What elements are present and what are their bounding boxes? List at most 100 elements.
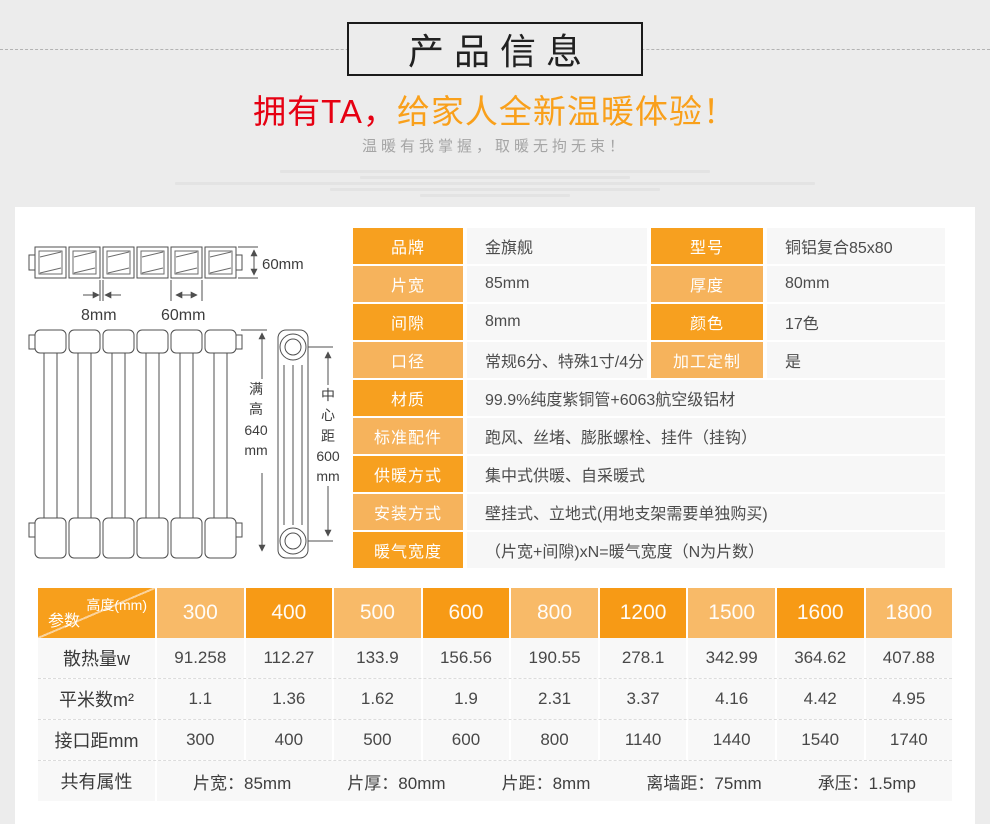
table-cell: 2.31 (511, 679, 598, 719)
spec-row: 安装方式 壁挂式、立地式(用地支架需要单独购买) (353, 494, 947, 530)
headline-subtitle: 温暖有我掌握，取暖无拘无束！ (361, 138, 628, 155)
table-row: 接口距mm 300 400 500 600 800 1140 1440 1540… (38, 720, 953, 761)
table-cell: 4.95 (865, 679, 953, 719)
height-column-header: 1200 (599, 588, 687, 638)
table-cell: 1.1 (157, 679, 244, 719)
watermark-line (360, 176, 630, 179)
spec-label: 口径 (353, 342, 463, 378)
row-label: 平米数m² (38, 679, 155, 719)
spec-row: 片宽 85mm 厚度 80mm (353, 266, 947, 302)
spec-table: 品牌 金旗舰 型号 铜铝复合85x80 片宽 85mm 厚度 80mm 间隙 8… (353, 228, 947, 570)
content-card: 60mm 8mm 60mm (15, 207, 975, 824)
table-cell: 1.62 (334, 679, 421, 719)
spec-label: 厚度 (651, 266, 763, 302)
dim-60mm-width-label: 60mm (161, 307, 205, 324)
dim-center-distance-label: 中 心 距 600 mm (313, 385, 343, 487)
parameter-table-header: 高度(mm) 参数 300 400 500 600 800 1200 1500 … (38, 588, 953, 638)
radiator-front-view (28, 329, 267, 559)
table-cell: 91.258 (157, 638, 244, 678)
common-properties: 片宽：85mm 片厚：80mm 片距：8mm 离墙距：75mm 承压：1.5mp (157, 761, 952, 801)
table-cell: 4.42 (776, 679, 864, 719)
parameter-table: 高度(mm) 参数 300 400 500 600 800 1200 1500 … (38, 588, 953, 801)
spec-label: 供暖方式 (353, 456, 463, 492)
table-cell: 3.37 (599, 679, 687, 719)
height-column-header: 400 (245, 588, 333, 638)
spec-value: 壁挂式、立地式(用地支架需要单独购买) (467, 494, 945, 530)
spec-value: 85mm (467, 266, 647, 302)
row-label: 共有属性 (38, 761, 155, 801)
dim-60mm-height-label: 60mm (262, 256, 304, 273)
spec-label: 型号 (651, 228, 763, 264)
table-row: 散热量w 91.258 112.27 133.9 156.56 190.55 2… (38, 638, 953, 679)
spec-label: 间隙 (353, 304, 463, 340)
table-cell: 133.9 (334, 638, 421, 678)
table-corner-cell: 高度(mm) 参数 (38, 588, 155, 638)
table-cell: 1.36 (245, 679, 333, 719)
page-header: 产品信息 拥有TA，给家人全新温暖体验！ 温暖有我掌握，取暖无拘无束！ (0, 0, 990, 207)
radiator-side-view (277, 329, 333, 559)
spec-label: 暖气宽度 (353, 532, 463, 568)
spec-label: 加工定制 (651, 342, 763, 378)
table-cell: 1440 (688, 720, 775, 760)
height-column-header: 600 (422, 588, 510, 638)
table-cell: 400 (245, 720, 333, 760)
headline: 拥有TA，给家人全新温暖体验！ (0, 85, 990, 133)
spec-row: 间隙 8mm 颜色 17色 (353, 304, 947, 340)
table-cell: 800 (511, 720, 598, 760)
spec-value: 金旗舰 (467, 228, 647, 264)
table-cell: 1740 (865, 720, 953, 760)
spec-value: 8mm (467, 304, 647, 340)
spec-value: 集中式供暖、自采暖式 (467, 456, 945, 492)
height-column-header: 1600 (776, 588, 864, 638)
height-column-header: 1800 (865, 588, 953, 638)
table-cell: 407.88 (865, 638, 953, 678)
row-label: 散热量w (38, 638, 155, 678)
table-cell: 500 (334, 720, 421, 760)
table-row: 平米数m² 1.1 1.36 1.62 1.9 2.31 3.37 4.16 4… (38, 679, 953, 720)
corner-param-label: 参数 (48, 613, 81, 630)
common-prop: 片厚：80mm (347, 773, 446, 793)
spec-row: 暖气宽度 （片宽+间隙)xN=暖气宽度（N为片数） (353, 532, 947, 568)
spec-value: （片宽+间隙)xN=暖气宽度（N为片数） (467, 532, 945, 568)
corner-height-label: 高度(mm) (86, 597, 147, 613)
table-cell: 278.1 (599, 638, 687, 678)
table-cell: 112.27 (245, 638, 333, 678)
table-row-common: 共有属性 片宽：85mm 片厚：80mm 片距：8mm 离墙距：75mm 承压：… (38, 761, 952, 801)
spec-value: 99.9%纯度紫铜管+6063航空级铝材 (467, 380, 945, 416)
dim-full-height-label: 满 高 640 mm (241, 379, 271, 461)
spec-value: 跑风、丝堵、膨胀螺栓、挂件（挂钩） (467, 418, 945, 454)
table-cell: 190.55 (511, 638, 598, 678)
spec-row: 口径 常规6分、特殊1寸/4分 加工定制 是 (353, 342, 947, 378)
spec-value: 80mm (767, 266, 945, 302)
common-prop: 承压：1.5mp (817, 773, 916, 793)
spec-value: 17色 (767, 304, 945, 340)
table-cell: 1.9 (422, 679, 510, 719)
spec-value: 铜铝复合85x80 (767, 228, 945, 264)
spec-value: 是 (767, 342, 945, 378)
watermark-line (330, 188, 660, 191)
table-cell: 342.99 (688, 638, 775, 678)
title-box: 产品信息 (347, 22, 643, 76)
height-column-header: 800 (511, 588, 598, 638)
table-cell: 364.62 (776, 638, 864, 678)
spec-label: 片宽 (353, 266, 463, 302)
watermark-line (420, 194, 570, 197)
spec-row: 材质 99.9%纯度紫铜管+6063航空级铝材 (353, 380, 947, 416)
radiator-top-view: 60mm 8mm 60mm (28, 246, 304, 324)
spec-value: 常规6分、特殊1寸/4分 (467, 342, 647, 378)
table-cell: 1140 (599, 720, 687, 760)
spec-row: 品牌 金旗舰 型号 铜铝复合85x80 (353, 228, 947, 264)
common-prop: 片宽：85mm (193, 773, 292, 793)
spec-label: 标准配件 (353, 418, 463, 454)
spec-row: 供暖方式 集中式供暖、自采暖式 (353, 456, 947, 492)
headline-orange: 给家人全新温暖体验！ (396, 93, 737, 130)
radiator-diagram: 60mm 8mm 60mm (28, 246, 333, 559)
spec-label: 颜色 (651, 304, 763, 340)
table-cell: 600 (422, 720, 510, 760)
height-column-header: 500 (334, 588, 421, 638)
row-label: 接口距mm (38, 720, 155, 760)
table-cell: 1540 (776, 720, 864, 760)
spec-label: 安装方式 (353, 494, 463, 530)
common-prop: 离墙距：75mm (646, 773, 762, 793)
table-cell: 300 (157, 720, 244, 760)
